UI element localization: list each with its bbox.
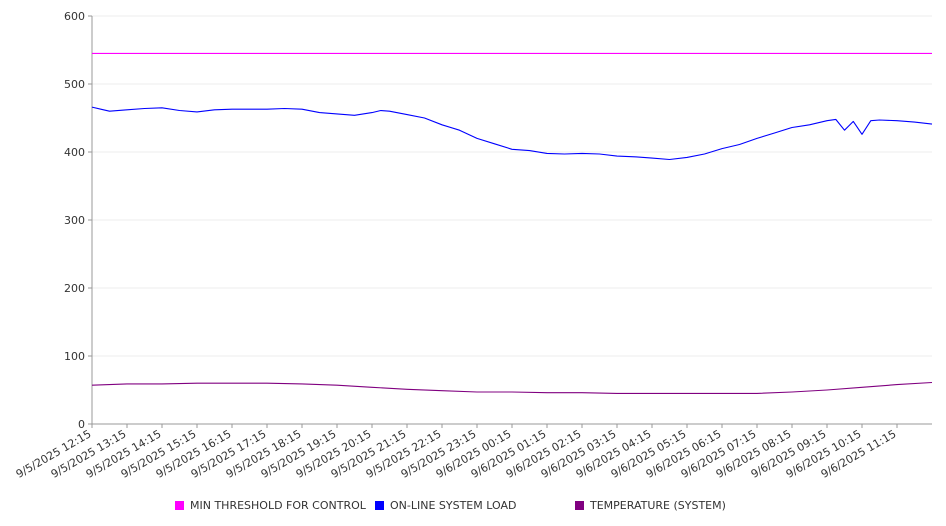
y-tick-label: 300 [64,214,85,227]
legend-label: ON-LINE SYSTEM LOAD [390,499,517,512]
legend-swatch [575,501,584,510]
y-tick-label: 100 [64,350,85,363]
y-tick-label: 400 [64,146,85,159]
y-tick-label: 0 [78,418,85,431]
y-tick-label: 500 [64,78,85,91]
legend-swatch [375,501,384,510]
legend-label: TEMPERATURE (SYSTEM) [590,499,726,512]
chart-legend: MIN THRESHOLD FOR CONTROL ON-LINE SYSTEM … [0,499,946,515]
legend-label: MIN THRESHOLD FOR CONTROL [190,499,366,512]
legend-item: TEMPERATURE (SYSTEM) [575,499,726,512]
legend-swatch [175,501,184,510]
y-tick-label: 600 [64,10,85,23]
y-tick-label: 200 [64,282,85,295]
legend-item: MIN THRESHOLD FOR CONTROL [175,499,366,512]
series-line-3 [91,381,933,394]
series-line-2 [91,106,933,161]
legend-item: ON-LINE SYSTEM LOAD [375,499,516,512]
